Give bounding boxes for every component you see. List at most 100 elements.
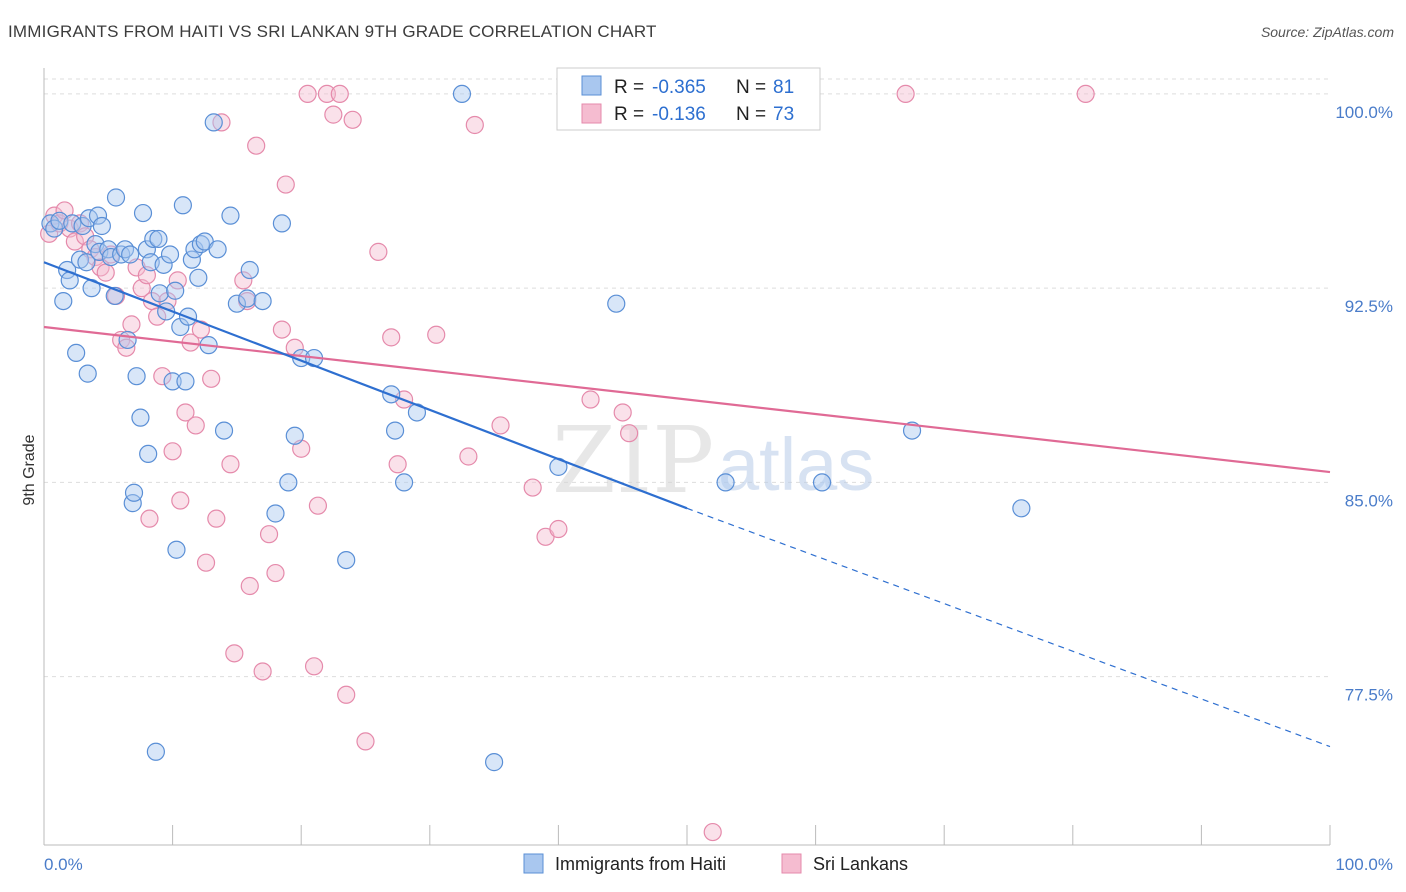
haiti-point-42: [166, 281, 185, 300]
sri-lankans-point-43: [259, 525, 279, 544]
sri-lankans-point-46: [276, 175, 295, 194]
haiti-point-32: [139, 444, 158, 464]
sri-lankans-point-52: [317, 84, 337, 104]
chart-title: IMMIGRANTS FROM HAITI VS SRI LANKAN 9TH …: [8, 22, 657, 41]
haiti-point-71: [394, 473, 414, 492]
haiti-point-61: [253, 292, 272, 311]
haiti-point-60: [240, 260, 259, 280]
source-credit: Source: ZipAtlas.com: [1260, 24, 1394, 40]
haiti-point-10: [77, 253, 96, 272]
sri-lankans-point-60: [388, 455, 407, 474]
y-tick-label-0: 77.5%: [1345, 686, 1393, 705]
legend-n-label-sri: N =: [736, 104, 766, 125]
y-axis-label: 9th Grade: [21, 434, 38, 505]
sri-lankans-point-40: [240, 576, 259, 596]
haiti-point-65: [285, 426, 304, 445]
legend-r-label-haiti: R =: [614, 77, 644, 98]
legend-swatch-haiti: [581, 75, 602, 96]
sri-lankans-point-42: [253, 662, 272, 681]
haiti-point-28: [127, 367, 146, 386]
y-tick-label-3: 100.0%: [1335, 103, 1393, 122]
haiti-point-70: [385, 421, 405, 440]
y-tick-label-1: 85.0%: [1345, 491, 1393, 510]
haiti-point-58: [227, 294, 246, 313]
axes: [43, 68, 1331, 846]
x-tick-label-1: 100.0%: [1335, 855, 1393, 874]
trend-lines: [43, 261, 1331, 748]
sri-lankans-point-55: [337, 685, 356, 704]
series-swatch-sri: [781, 853, 802, 874]
haiti-point-64: [279, 473, 298, 492]
sri-lankans-point-64: [465, 115, 484, 135]
haiti-point-68: [337, 550, 356, 570]
sri-lankans-trend-line: [43, 325, 1331, 474]
sri-lankans-point-72: [703, 822, 722, 842]
sri-lankans-point-59: [382, 328, 401, 347]
sri-lankans-point-16: [122, 315, 141, 334]
sri-lankans-point-63: [459, 447, 478, 466]
sri-lankans-point-51: [308, 496, 328, 515]
haiti-point-25: [121, 245, 140, 264]
haiti-point-48: [182, 250, 201, 269]
haiti-point-17: [92, 216, 111, 236]
haiti-point-21: [106, 188, 126, 207]
haiti-point-3: [54, 292, 73, 311]
sri-lankans-point-56: [343, 110, 362, 129]
haiti-point-57: [221, 206, 240, 225]
sri-lankans-point-44: [266, 563, 285, 583]
sri-lankans-point-65: [491, 416, 510, 435]
sri-lankans-point-57: [356, 732, 375, 751]
haiti-trend-line: [43, 261, 688, 510]
haiti-point-62: [266, 504, 285, 523]
sri-lankans-point-34: [207, 509, 226, 528]
sri-lankans-point-68: [549, 519, 568, 539]
sri-lankans-point-15: [117, 338, 136, 357]
haiti-point-77: [716, 473, 735, 492]
haiti-point-7: [67, 343, 86, 362]
haiti-point-50: [189, 268, 208, 287]
sri-lankans-point-70: [613, 403, 632, 422]
sri-lankans-point-69: [581, 390, 600, 409]
sri-lankans-point-53: [324, 105, 343, 124]
sri-lankans-point-26: [168, 271, 187, 290]
sri-lankans-point-66: [523, 478, 542, 497]
watermark-zip: ZIP: [552, 407, 714, 514]
series-legend: Immigrants from Haiti Sri Lankans: [523, 853, 908, 874]
haiti-point-27: [124, 483, 144, 502]
sri-lankans-point-23: [153, 367, 172, 386]
haiti-point-76: [607, 294, 626, 313]
sri-lankans-point-22: [148, 307, 167, 326]
haiti-point-6: [63, 214, 82, 233]
haiti-point-63: [272, 214, 292, 233]
x-tick-labels: 0.0% 100.0%: [44, 855, 1393, 874]
sri-lankans-point-45: [272, 320, 292, 339]
haiti-point-23: [115, 240, 135, 259]
haiti-point-19: [101, 247, 120, 267]
legend-n-value-haiti: 81: [773, 77, 794, 98]
haiti-point-56: [214, 421, 234, 440]
haiti-point-37: [150, 284, 169, 303]
series-label-sri: Sri Lankans: [813, 854, 908, 874]
sri-lankans-point-30: [186, 416, 205, 435]
haiti-point-29: [131, 408, 150, 427]
legend-r-label-sri: R =: [614, 104, 644, 125]
sri-lankans-point-31: [191, 320, 210, 339]
haiti-point-30: [133, 203, 153, 223]
haiti-point-54: [204, 113, 223, 132]
sri-lankans-point-50: [304, 657, 324, 676]
haiti-point-16: [88, 206, 108, 225]
legend-n-value-sri: 73: [773, 104, 794, 125]
sri-lankans-point-49: [298, 84, 317, 104]
sri-lankans-point-32: [196, 553, 216, 572]
haiti-point-43: [167, 540, 186, 559]
watermark-atlas: atlas: [718, 423, 874, 506]
grid-lines: [44, 78, 1330, 678]
sri-lankans-point-62: [427, 325, 446, 344]
y-tick-labels: 77.5% 85.0% 92.5% 100.0%: [1335, 103, 1393, 705]
series-label-haiti: Immigrants from Haiti: [555, 854, 726, 874]
haiti-point-34: [144, 229, 163, 249]
legend-n-label-haiti: N =: [736, 77, 766, 98]
sri-lankans-point-74: [1076, 84, 1095, 104]
haiti-point-80: [1012, 499, 1031, 518]
